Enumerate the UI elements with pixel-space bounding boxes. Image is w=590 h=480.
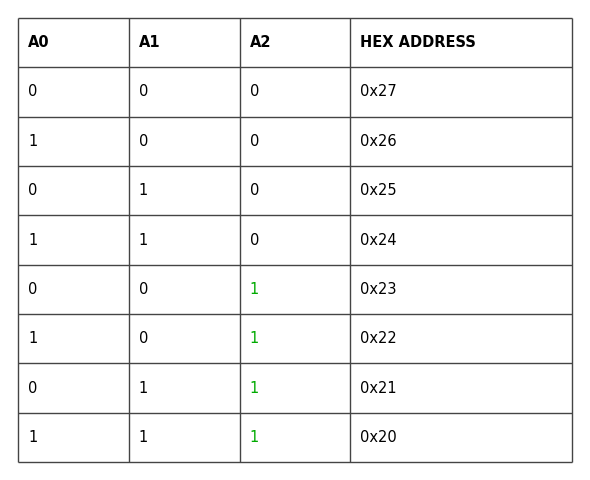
- Text: 0x22: 0x22: [360, 331, 397, 346]
- Text: 1: 1: [250, 282, 259, 297]
- Text: 0: 0: [250, 232, 259, 248]
- Text: 1: 1: [28, 232, 37, 248]
- Text: 1: 1: [28, 430, 37, 445]
- Text: A1: A1: [139, 35, 160, 50]
- Text: 1: 1: [250, 381, 259, 396]
- Text: 0: 0: [28, 282, 37, 297]
- Text: 0x26: 0x26: [360, 134, 397, 149]
- Text: 0: 0: [250, 84, 259, 99]
- Text: HEX ADDRESS: HEX ADDRESS: [360, 35, 476, 50]
- Text: 1: 1: [139, 381, 148, 396]
- Text: 1: 1: [139, 232, 148, 248]
- Text: 1: 1: [139, 183, 148, 198]
- Text: 0x25: 0x25: [360, 183, 397, 198]
- Text: 0: 0: [250, 134, 259, 149]
- Text: A2: A2: [250, 35, 271, 50]
- Text: 1: 1: [139, 430, 148, 445]
- Text: 0: 0: [250, 183, 259, 198]
- Text: A0: A0: [28, 35, 50, 50]
- Text: 0: 0: [28, 381, 37, 396]
- Text: 1: 1: [28, 331, 37, 346]
- Text: 0: 0: [139, 134, 148, 149]
- Text: 0x23: 0x23: [360, 282, 397, 297]
- Text: 0: 0: [28, 84, 37, 99]
- Text: 1: 1: [250, 430, 259, 445]
- Text: 0x21: 0x21: [360, 381, 397, 396]
- Text: 1: 1: [250, 331, 259, 346]
- Text: 1: 1: [28, 134, 37, 149]
- Text: 0x24: 0x24: [360, 232, 397, 248]
- Text: 0: 0: [139, 282, 148, 297]
- Text: 0x20: 0x20: [360, 430, 397, 445]
- Text: 0: 0: [139, 331, 148, 346]
- Text: 0: 0: [28, 183, 37, 198]
- Text: 0: 0: [139, 84, 148, 99]
- Text: 0x27: 0x27: [360, 84, 397, 99]
